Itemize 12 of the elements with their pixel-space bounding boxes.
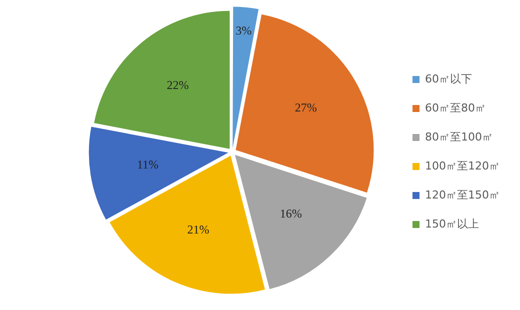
legend-label: 60㎡至80㎡ — [425, 101, 486, 114]
legend-label: 120㎡至150㎡ — [425, 188, 500, 202]
data-label: 3% — [236, 23, 252, 38]
data-label: 21% — [187, 222, 210, 237]
data-label: 16% — [280, 206, 302, 221]
legend-label: 80㎡至100㎡ — [425, 130, 494, 144]
legend-label: 60㎡以下 — [425, 72, 472, 86]
data-label: 27% — [294, 100, 317, 115]
legend-label: 100㎡至120㎡ — [425, 159, 500, 172]
data-label: 22% — [166, 78, 189, 92]
legend-label: 150㎡以上 — [425, 217, 480, 230]
data-label: 11% — [136, 158, 159, 172]
